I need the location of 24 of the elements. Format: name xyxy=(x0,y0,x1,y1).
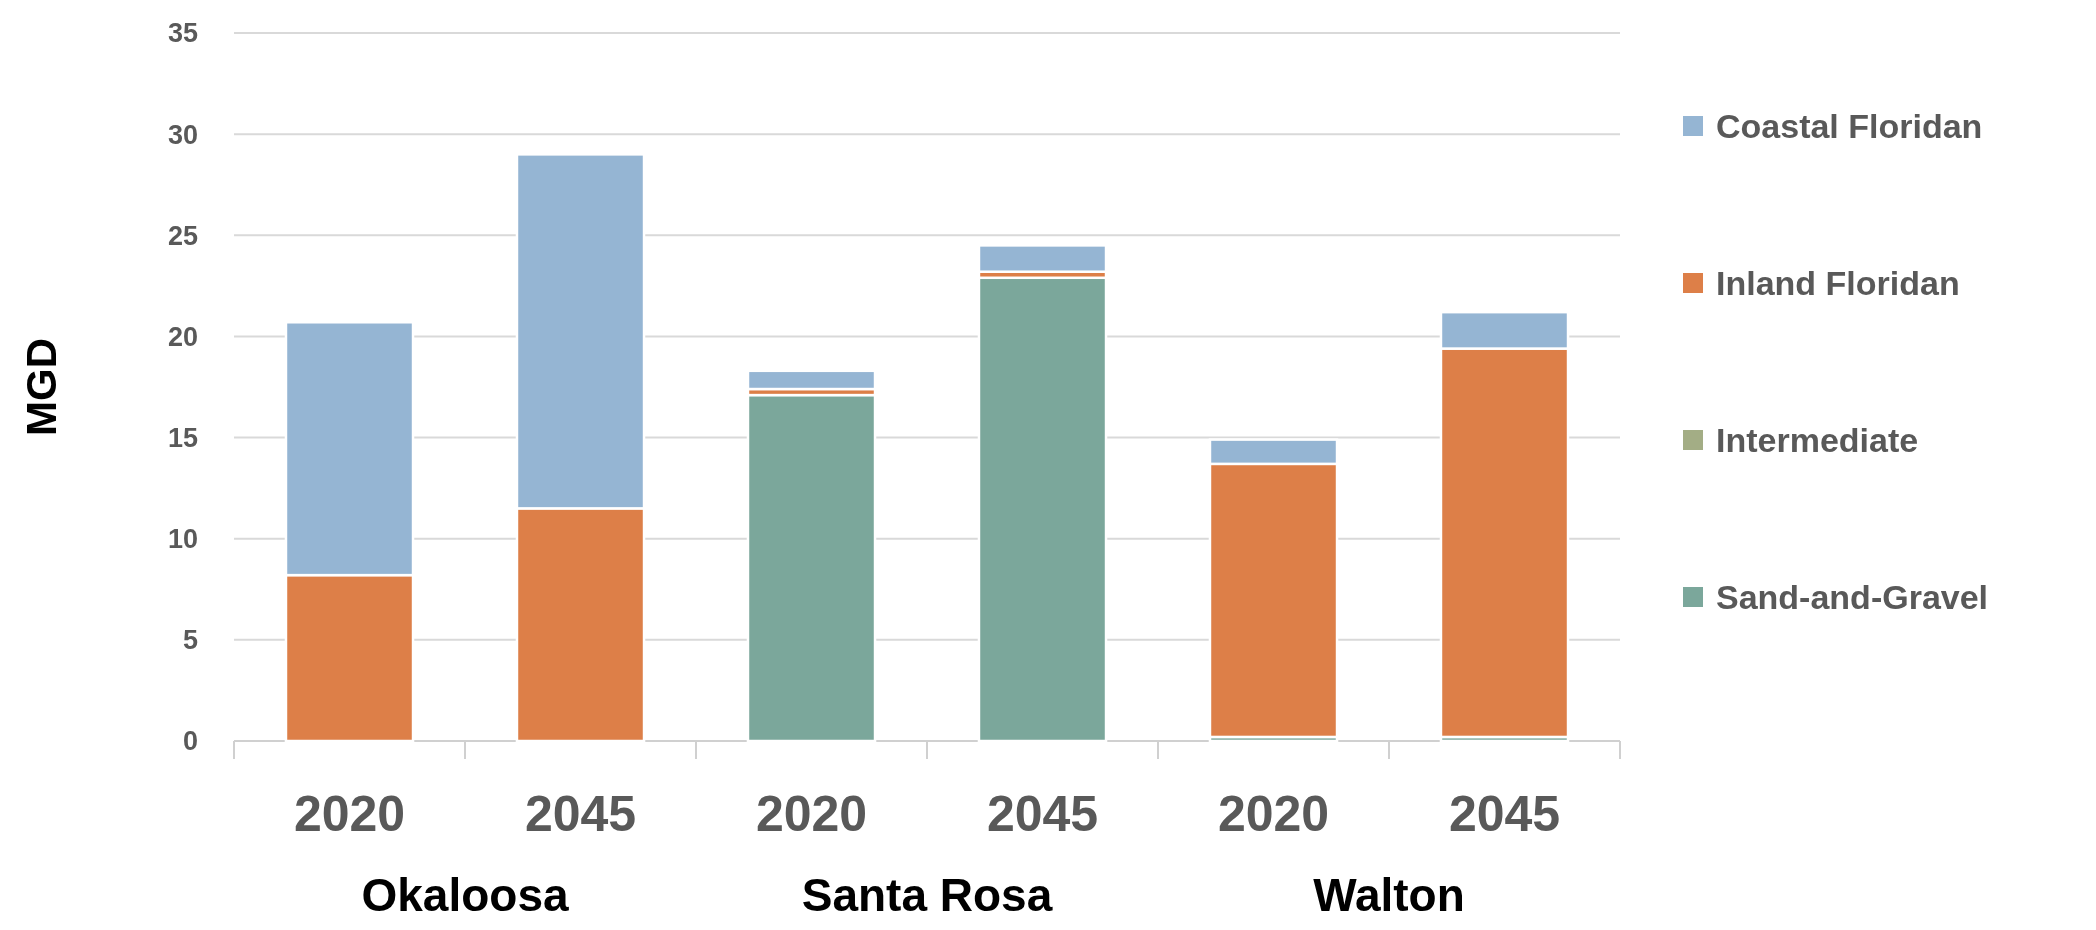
text: Santa Rosa xyxy=(801,869,1053,921)
x-tick-label: 2020 xyxy=(1217,786,1330,842)
legend-label: Intermediate xyxy=(1716,420,1919,459)
y-tick-label: 30 xyxy=(167,119,198,150)
x-tick-label: 2045 xyxy=(1448,786,1561,842)
x-tick-label: 2045 xyxy=(986,786,1099,842)
x-tick-label: 2020 xyxy=(293,786,406,842)
legend-label: Coastal Floridan xyxy=(1716,106,1983,145)
bar xyxy=(746,393,877,743)
legend-label: Sand-and-Gravel xyxy=(1716,577,1989,616)
y-tick-label: 15 xyxy=(167,423,198,454)
legend-label: Inland Floridan xyxy=(1716,263,1960,302)
y-tick-label: 10 xyxy=(167,524,198,555)
y-tick-label: 25 xyxy=(167,220,198,251)
text: Walton xyxy=(1313,869,1465,921)
y-axis-title: MGD xyxy=(18,338,65,436)
y-tick-label: 5 xyxy=(182,625,198,656)
y-tick-label: 35 xyxy=(167,18,198,49)
text: Okaloosa xyxy=(361,869,569,921)
bar xyxy=(977,276,1108,743)
y-tick-label: 0 xyxy=(182,726,198,757)
x-tick-label: 2020 xyxy=(755,786,868,842)
x-tick-label: 2045 xyxy=(524,786,637,842)
y-tick-label: 20 xyxy=(167,321,198,352)
